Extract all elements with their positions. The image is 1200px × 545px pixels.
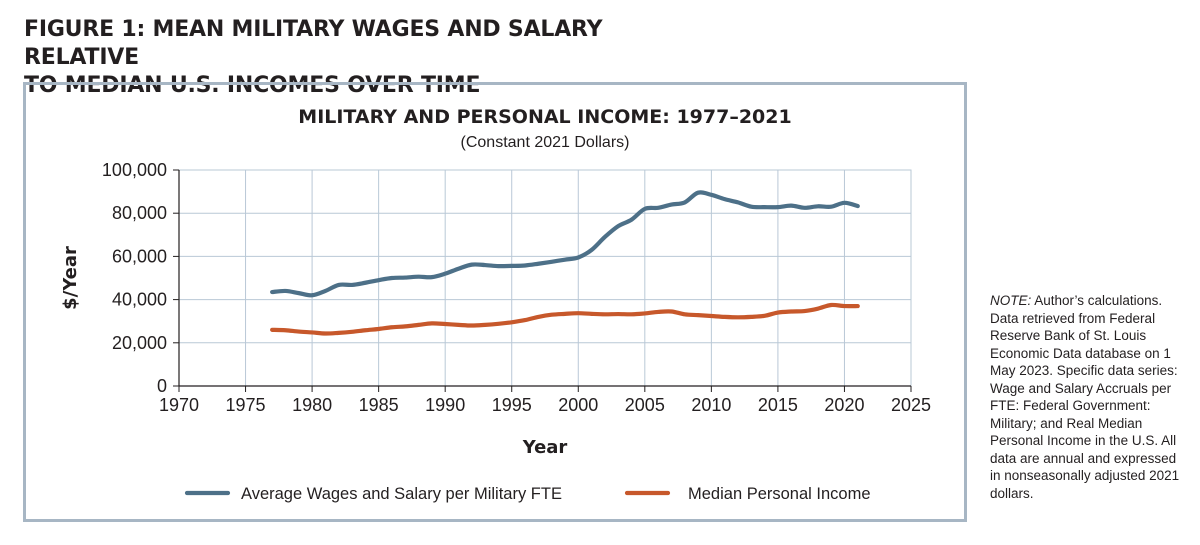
plot-area-border bbox=[178, 169, 912, 387]
figure-title-line1: FIGURE 1: MEAN MILITARY WAGES AND SALARY… bbox=[24, 17, 603, 70]
series-line-median-income bbox=[270, 302, 860, 336]
legend-item-median-income: Median Personal Income bbox=[688, 485, 871, 503]
x-tick-label: 1985 bbox=[359, 395, 399, 415]
x-tick-label: 2015 bbox=[758, 395, 798, 415]
note-body: Author’s calculations. Data retrieved fr… bbox=[990, 293, 1180, 501]
y-tick-label: 60,000 bbox=[112, 246, 167, 266]
y-axis-label: $/Year bbox=[60, 246, 81, 310]
figure-title-line2: TO MEDIAN U.S. INCOMES OVER TIME bbox=[24, 73, 481, 98]
legend-item-military-wages: Average Wages and Salary per Military FT… bbox=[241, 485, 562, 503]
series-line-military-wages bbox=[270, 190, 860, 298]
x-tick-label: 2000 bbox=[558, 395, 598, 415]
y-tick-label: 100,000 bbox=[102, 160, 167, 180]
x-tick-label: 2025 bbox=[891, 395, 931, 415]
y-tick-label: 20,000 bbox=[112, 333, 167, 353]
y-tick-label: 80,000 bbox=[112, 203, 167, 223]
y-tick-label: 0 bbox=[157, 376, 167, 396]
chart-title: MILITARY AND PERSONAL INCOME: 1977–2021 bbox=[298, 106, 792, 128]
note-text: NOTE: Author’s calculations. Data retrie… bbox=[990, 292, 1180, 502]
figure-title: FIGURE 1: MEAN MILITARY WAGES AND SALARY… bbox=[24, 16, 724, 100]
x-tick-label: 2005 bbox=[625, 395, 665, 415]
x-tick-label: 1995 bbox=[492, 395, 532, 415]
x-tick-label: 1975 bbox=[226, 395, 266, 415]
x-tick-label: 1980 bbox=[292, 395, 332, 415]
x-axis-label: Year bbox=[522, 437, 568, 458]
chart-frame bbox=[23, 82, 967, 522]
x-tick-label: 2010 bbox=[691, 395, 731, 415]
x-tick-label: 2020 bbox=[824, 395, 864, 415]
x-tick-label: 1990 bbox=[425, 395, 465, 415]
note-label: NOTE: bbox=[990, 293, 1032, 308]
x-tick-label: 1970 bbox=[159, 395, 199, 415]
y-tick-label: 40,000 bbox=[112, 290, 167, 310]
chart-subtitle: (Constant 2021 Dollars) bbox=[460, 134, 630, 151]
